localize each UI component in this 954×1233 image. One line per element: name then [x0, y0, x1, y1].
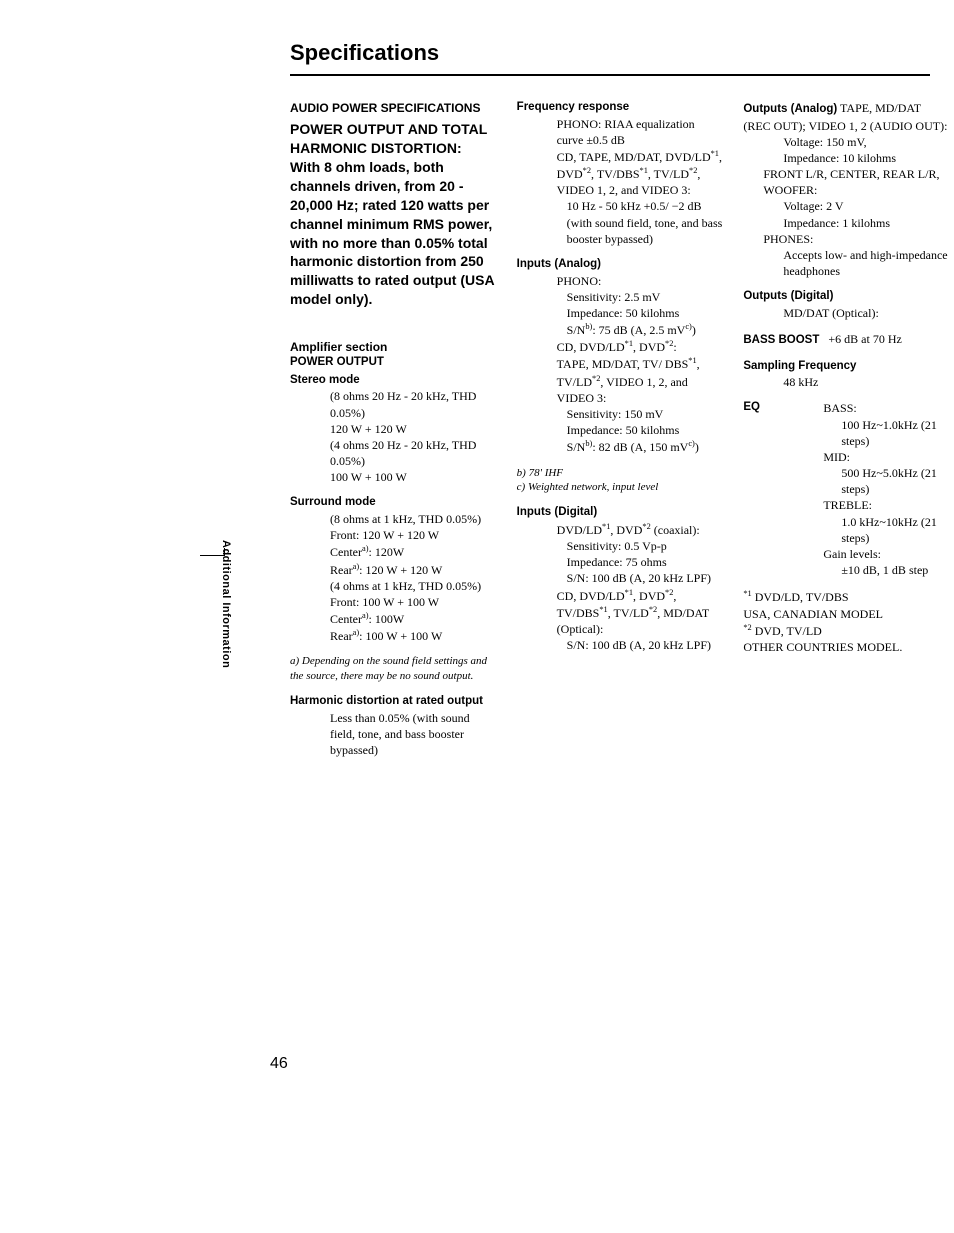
- ia-tape-1: Sensitivity: 150 mV: [517, 406, 724, 422]
- id-5: CD, DVD/LD*1, DVD*2, TV/DBS*1, TV/LD*2, …: [517, 587, 724, 638]
- surround-2: Front: 120 W + 120 W: [290, 527, 497, 543]
- oa-7: PHONES:: [743, 231, 950, 247]
- ia-cd: CD, DVD/LD*1, DVD*2:: [517, 338, 724, 355]
- ia-tape: TAPE, MD/DAT, TV/ DBS*1, TV/LD*2, VIDEO …: [517, 355, 724, 406]
- footnote-2b: OTHER COUNTRIES MODEL.: [743, 639, 950, 655]
- bass-boost: BASS BOOST +6 dB at 70 Hz: [743, 331, 950, 349]
- oa-2: Voltage: 150 mV,: [743, 134, 950, 150]
- id-6: S/N: 100 dB (A, 20 kHz LPF): [517, 637, 724, 653]
- surround-label: Surround mode: [290, 495, 497, 511]
- oa-8: Accepts low- and high-impedance headphon…: [743, 247, 950, 279]
- column-2: Frequency response PHONO: RIAA equalizat…: [517, 100, 724, 758]
- eq-hdr: EQ: [743, 400, 823, 578]
- eq-treble-v: 1.0 kHz~10kHz (21 steps): [841, 514, 950, 546]
- sampling-freq-val: 48 kHz: [743, 374, 950, 390]
- freq-hdr: Frequency response: [517, 100, 724, 116]
- column-1: AUDIO POWER SPECIFICATIONS POWER OUTPUT …: [290, 100, 497, 758]
- power-output-sub: POWER OUTPUT: [290, 355, 497, 371]
- ia-tape-3: S/Nb): 82 dB (A, 150 mVc)): [517, 438, 724, 455]
- surround-4: Reara): 120 W + 120 W: [290, 561, 497, 578]
- stereo-2: 120 W + 120 W: [290, 421, 497, 437]
- id-4: S/N: 100 dB (A, 20 kHz LPF): [517, 570, 724, 586]
- oa-5: Voltage: 2 V: [743, 198, 950, 214]
- power-output-body: With 8 ohm loads, both channels driven, …: [290, 158, 497, 309]
- outputs-analog-hdr: Outputs (Analog): [743, 103, 837, 115]
- surround-1: (8 ohms at 1 kHz, THD 0.05%): [290, 511, 497, 527]
- amp-section-hdr: Amplifier section: [290, 339, 497, 355]
- harmonic-hdr: Harmonic distortion at rated output: [290, 694, 497, 710]
- surround-7: Centera): 100W: [290, 610, 497, 627]
- side-label: Additional Information: [220, 540, 232, 668]
- stereo-label: Stereo mode: [290, 374, 360, 386]
- inputs-digital-hdr: Inputs (Digital): [517, 505, 724, 521]
- note-c: c) Weighted network, input level: [517, 480, 724, 495]
- id-3: Impedance: 75 ohms: [517, 554, 724, 570]
- surround-8: Reara): 100 W + 100 W: [290, 627, 497, 644]
- note-b: b) 78' IHF: [517, 466, 724, 481]
- surround-3: Centera): 120W: [290, 543, 497, 560]
- ia-phono-1: Sensitivity: 2.5 mV: [517, 289, 724, 305]
- stereo-block: Stereo mode (8 ohms 20 Hz - 20 kHz, THD …: [290, 371, 497, 486]
- od-1: MD/DAT (Optical):: [743, 305, 950, 321]
- freq-1: PHONO: RIAA equalization curve ±0.5 dB: [517, 116, 724, 148]
- stereo-3: (4 ohms 20 Hz - 20 kHz, THD 0.05%): [290, 437, 497, 469]
- id-2: Sensitivity: 0.5 Vp-p: [517, 538, 724, 554]
- surround-5: (4 ohms at 1 kHz, THD 0.05%): [290, 578, 497, 594]
- eq-gain-v: ±10 dB, 1 dB step: [841, 562, 950, 578]
- freq-2: CD, TAPE, MD/DAT, DVD/LD*1, DVD*2, TV/DB…: [517, 148, 724, 199]
- ia-phono-2: Impedance: 50 kilohms: [517, 305, 724, 321]
- footnote-1: *1 DVD/LD, TV/DBS: [743, 588, 950, 605]
- surround-block: (8 ohms at 1 kHz, THD 0.05%) Front: 120 …: [290, 511, 497, 645]
- stereo-1: (8 ohms 20 Hz - 20 kHz, THD 0.05%): [290, 388, 497, 420]
- bass-lbl: BASS BOOST: [743, 334, 819, 346]
- ia-tape-2: Impedance: 50 kilohms: [517, 422, 724, 438]
- audio-power-block: AUDIO POWER SPECIFICATIONS POWER OUTPUT …: [290, 100, 497, 309]
- sampling-freq-hdr: Sampling Frequency: [743, 359, 950, 375]
- inputs-analog-hdr: Inputs (Analog): [517, 257, 724, 273]
- page-title: Specifications: [290, 40, 930, 76]
- eq-gain: Gain levels:: [823, 546, 950, 562]
- page-number: 46: [270, 1055, 288, 1073]
- eq-bass-v: 100 Hz~1.0kHz (21 steps): [841, 417, 950, 449]
- eq-bass: BASS:: [823, 400, 950, 416]
- eq-mid: MID:: [823, 449, 950, 465]
- oa-3: Impedance: 10 kilohms: [743, 150, 950, 166]
- eq-block: EQ BASS: 100 Hz~1.0kHz (21 steps) MID: 5…: [743, 400, 950, 578]
- eq-mid-v: 500 Hz~5.0kHz (21 steps): [841, 465, 950, 497]
- ia-phono: PHONO:: [517, 273, 724, 289]
- footnote-2: *2 DVD, TV/LD: [743, 622, 950, 639]
- content-columns: AUDIO POWER SPECIFICATIONS POWER OUTPUT …: [290, 100, 950, 758]
- power-output-hdr: POWER OUTPUT AND TOTAL HARMONIC DISTORTI…: [290, 120, 497, 158]
- surround-6: Front: 100 W + 100 W: [290, 594, 497, 610]
- oa-4: FRONT L/R, CENTER, REAR L/R, WOOFER:: [743, 166, 950, 198]
- outputs-digital-hdr: Outputs (Digital): [743, 289, 950, 305]
- outputs-analog: Outputs (Analog) TAPE, MD/DAT (REC OUT);…: [743, 100, 950, 134]
- audio-power-hdr: AUDIO POWER SPECIFICATIONS: [290, 100, 497, 116]
- id-1: DVD/LD*1, DVD*2 (coaxial):: [517, 521, 724, 538]
- column-3: Outputs (Analog) TAPE, MD/DAT (REC OUT);…: [743, 100, 950, 758]
- eq-treble: TREBLE:: [823, 497, 950, 513]
- note-a: a) Depending on the sound field settings…: [290, 654, 497, 684]
- eq-content: BASS: 100 Hz~1.0kHz (21 steps) MID: 500 …: [823, 400, 950, 578]
- freq-3: 10 Hz - 50 kHz +0.5/ −2 dB (with sound f…: [517, 198, 724, 247]
- harmonic-body: Less than 0.05% (with sound field, tone,…: [290, 710, 497, 759]
- ia-phono-3: S/Nb): 75 dB (A, 2.5 mVc)): [517, 321, 724, 338]
- bass-val: +6 dB at 70 Hz: [828, 332, 901, 346]
- footnote-1b: USA, CANADIAN MODEL: [743, 606, 950, 622]
- oa-6: Impedance: 1 kilohms: [743, 215, 950, 231]
- stereo-4: 100 W + 100 W: [290, 469, 497, 485]
